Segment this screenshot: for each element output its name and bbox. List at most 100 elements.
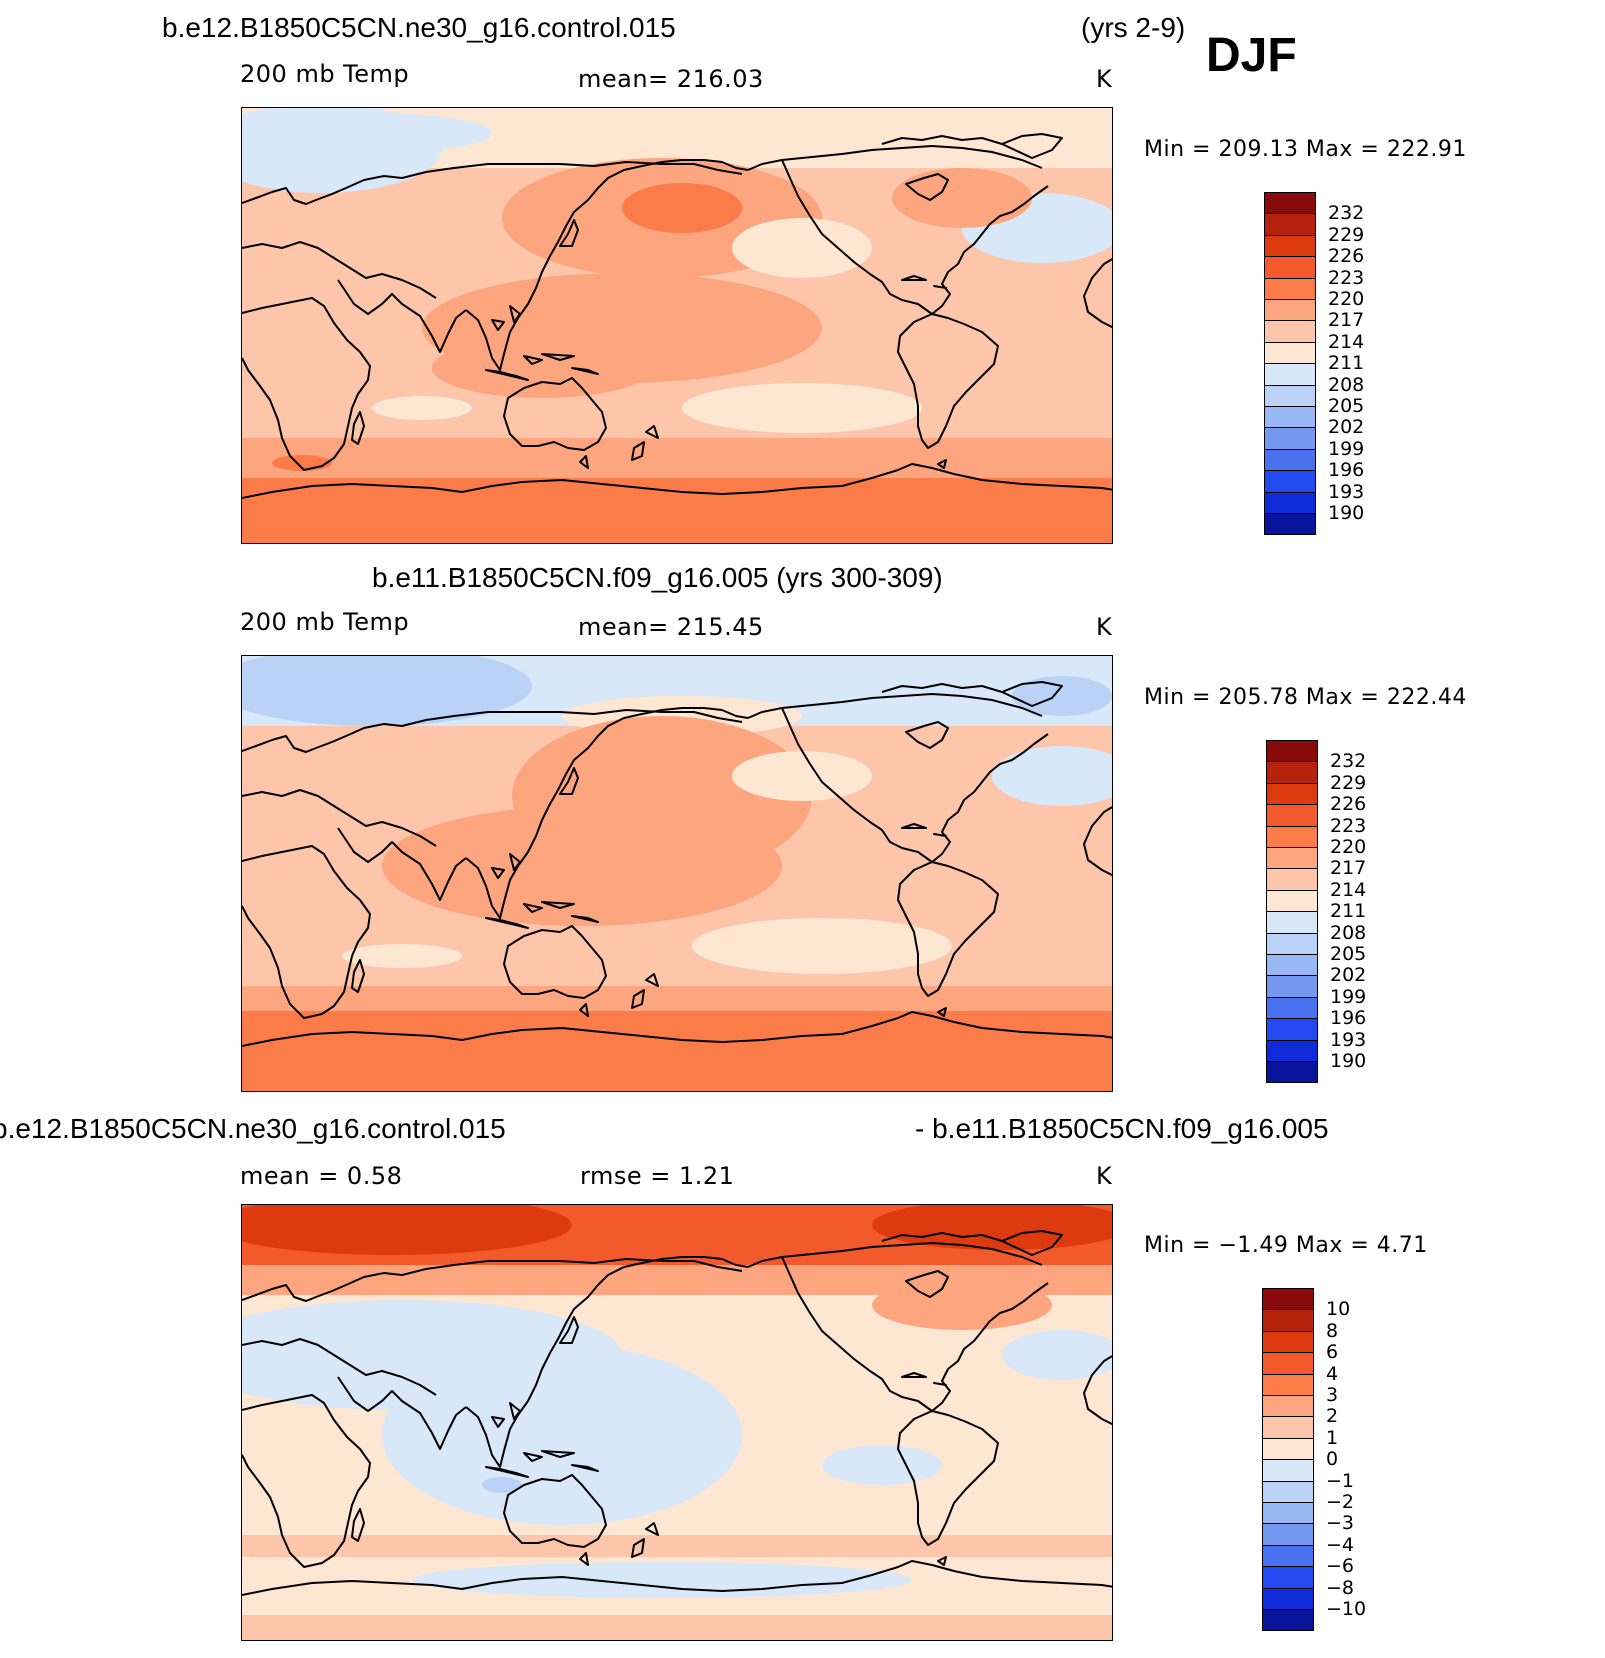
colorbar-label: 3	[1326, 1384, 1339, 1406]
panel1-variable: 200 mb Temp	[240, 60, 410, 88]
colorbar-label: 205	[1328, 395, 1365, 417]
colorbar-label: 199	[1330, 985, 1367, 1008]
colorbar-separator	[1266, 804, 1318, 806]
panel1-map	[241, 107, 1113, 544]
colorbar-separator	[1262, 1566, 1314, 1568]
colorbar-separator	[1262, 1437, 1314, 1439]
colorbar-swatch	[1266, 740, 1318, 762]
colorbar-separator	[1266, 782, 1318, 784]
colorbar-label: 229	[1330, 771, 1367, 794]
panel1-units: K	[1096, 65, 1113, 93]
colorbar-label: 205	[1330, 943, 1367, 965]
colorbar-separator	[1264, 320, 1316, 322]
colorbar-separator	[1262, 1352, 1314, 1354]
panel3-minmax: Min = −1.49 Max = 4.71	[1144, 1233, 1428, 1258]
colorbar-swatch	[1262, 1416, 1314, 1439]
colorbar-swatch	[1262, 1523, 1314, 1546]
colorbar-separator	[1266, 996, 1318, 998]
colorbar-label: 202	[1328, 416, 1365, 439]
colorbar-label: 211	[1328, 352, 1365, 375]
colorbar-swatch	[1266, 782, 1318, 805]
colorbar-separator	[1266, 1039, 1318, 1041]
colorbar-separator	[1264, 384, 1316, 386]
colorbar-separator	[1264, 213, 1316, 215]
colorbar-swatch	[1262, 1352, 1314, 1375]
colorbar-label: 4	[1326, 1362, 1339, 1385]
colorbar-label: −8	[1326, 1576, 1355, 1599]
colorbar-label: 0	[1326, 1448, 1339, 1471]
colorbar-swatch	[1264, 448, 1316, 471]
colorbar-separator	[1264, 299, 1316, 300]
colorbar-label: 223	[1330, 814, 1367, 837]
colorbar-swatch	[1262, 1309, 1314, 1332]
colorbar-swatch	[1266, 847, 1318, 869]
colorbar-separator	[1262, 1309, 1314, 1311]
panel3-map	[241, 1204, 1113, 1641]
colorbar-label: −10	[1326, 1598, 1367, 1620]
colorbar-separator	[1262, 1544, 1314, 1546]
panel2-units: K	[1096, 613, 1113, 641]
colorbar-swatch	[1264, 234, 1316, 257]
colorbar-swatch	[1264, 427, 1316, 450]
colorbar-swatch	[1262, 1373, 1314, 1396]
colorbar-separator	[1262, 1330, 1314, 1332]
colorbar-label: 196	[1328, 459, 1365, 482]
colorbar-separator	[1264, 448, 1316, 450]
colorbar-swatch	[1262, 1395, 1314, 1417]
colorbar-label: 220	[1328, 288, 1365, 310]
colorbar-swatch	[1266, 1018, 1318, 1041]
colorbar-label: −1	[1326, 1469, 1355, 1492]
colorbar-separator	[1262, 1373, 1314, 1375]
colorbar-swatch	[1264, 277, 1316, 300]
colorbar-separator	[1262, 1395, 1314, 1396]
colorbar-label: 220	[1330, 836, 1367, 858]
colorbar-separator	[1266, 975, 1318, 977]
colorbar-label: 190	[1328, 502, 1365, 524]
panel3-rmse: rmse = 1.21	[580, 1162, 735, 1190]
panel2-minmax: Min = 205.78 Max = 222.44	[1144, 685, 1467, 710]
panel2-variable: 200 mb Temp	[240, 608, 410, 636]
colorbar-separator	[1266, 954, 1318, 955]
colorbar-label: 2	[1326, 1405, 1339, 1428]
colorbar-label: 214	[1330, 878, 1367, 901]
colorbar-separator	[1266, 847, 1318, 848]
colorbar-swatch	[1262, 1288, 1314, 1310]
colorbar-separator	[1262, 1523, 1314, 1525]
colorbar-swatch	[1266, 1039, 1318, 1062]
colorbar-separator	[1262, 1502, 1314, 1503]
panel3-units: K	[1096, 1162, 1113, 1190]
colorbar-swatch	[1262, 1480, 1314, 1503]
colorbar-separator	[1264, 491, 1316, 493]
colorbar-separator	[1264, 256, 1316, 258]
colorbar-separator	[1264, 363, 1316, 365]
colorbar-separator	[1264, 341, 1316, 343]
colorbar-label: 193	[1328, 480, 1365, 503]
colorbar-separator	[1266, 825, 1318, 827]
colorbar-swatch	[1264, 384, 1316, 407]
colorbar-swatch	[1264, 299, 1316, 321]
colorbar-separator	[1266, 1061, 1318, 1062]
colorbar-swatch	[1262, 1330, 1314, 1353]
colorbar-separator	[1266, 911, 1318, 913]
colorbar-swatch	[1266, 932, 1318, 955]
colorbar-separator	[1266, 868, 1318, 870]
colorbar-swatch	[1264, 320, 1316, 343]
colorbar-separator	[1262, 1609, 1314, 1610]
colorbar-swatch	[1266, 804, 1318, 827]
colorbar-separator	[1264, 470, 1316, 472]
colorbar-swatch	[1264, 192, 1316, 214]
colorbar-label: −6	[1326, 1555, 1355, 1578]
season-label: DJF	[1206, 29, 1297, 82]
colorbar-label: 190	[1330, 1050, 1367, 1072]
colorbar-label: 211	[1330, 900, 1367, 923]
panel2-mean: mean= 215.45	[578, 613, 764, 641]
colorbar-label: 217	[1330, 857, 1367, 880]
colorbar-swatch	[1264, 470, 1316, 493]
colorbar-label: 214	[1328, 330, 1365, 353]
colorbar-swatch	[1266, 996, 1318, 1019]
colorbar-swatch	[1266, 889, 1318, 912]
colorbar-label: −3	[1326, 1512, 1355, 1535]
colorbar-swatch	[1262, 1566, 1314, 1589]
colorbar-label: 199	[1328, 437, 1365, 460]
colorbar-separator	[1262, 1480, 1314, 1482]
